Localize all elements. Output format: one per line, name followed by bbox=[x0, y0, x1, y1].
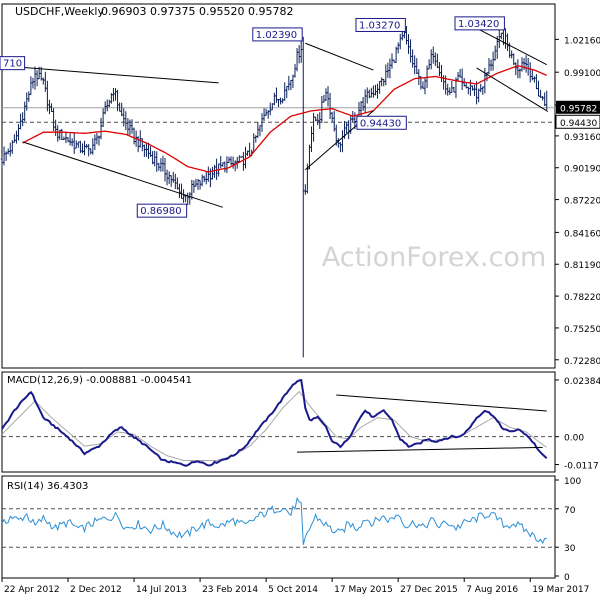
price-annotation-label: 1.02390 bbox=[256, 30, 297, 41]
macd-y-tick-label: -0.0117 bbox=[564, 462, 599, 472]
rsi-title: RSI(14) 36.4303 bbox=[7, 481, 88, 492]
price-annotation-label: 0.86980 bbox=[140, 206, 181, 217]
price-y-tick-label: 0.75250 bbox=[564, 325, 600, 335]
price-annotation-label: 0.94430 bbox=[360, 118, 401, 129]
price-panel-frame bbox=[1, 3, 556, 369]
ohlc-bar bbox=[545, 90, 548, 112]
price-annotation-box bbox=[356, 115, 407, 130]
price-y-tick-label: 1.02160 bbox=[564, 36, 600, 46]
macd-panel-frame bbox=[1, 371, 556, 473]
chart-symbol-title: USDCHF,Weekly bbox=[15, 5, 104, 18]
macd-trendline bbox=[297, 446, 543, 453]
macd-panel: 0.023845 0.00 -0.0117 bbox=[1, 377, 600, 472]
price-trendline bbox=[22, 141, 223, 208]
rsi-line bbox=[1, 496, 547, 545]
price-annotation-box bbox=[454, 16, 505, 31]
support-level-badge bbox=[555, 114, 600, 129]
price-annotation-box bbox=[136, 203, 188, 218]
x-tick-label: 27 Dec 2015 bbox=[400, 585, 458, 595]
panel-frames bbox=[1, 3, 556, 579]
price-annotation-label: 1.03270 bbox=[359, 20, 400, 31]
rsi-y-tick-label: 70 bbox=[564, 506, 576, 516]
price-trendline bbox=[1, 65, 219, 84]
x-tick-label: 5 Oct 2014 bbox=[268, 585, 318, 595]
macd-y-tick-label: 0.023845 bbox=[564, 377, 600, 387]
rsi-y-tick-label: 0 bbox=[564, 573, 570, 583]
x-tick-label: 17 May 2015 bbox=[334, 585, 393, 595]
x-tick-label: 2 Dec 2012 bbox=[70, 585, 122, 595]
price-y-tick-label: 0.93160 bbox=[564, 133, 600, 143]
price-annotation-box bbox=[252, 27, 303, 42]
price-y-tick-label: 0.78220 bbox=[564, 293, 600, 303]
macd-title: MACD(12,26,9) -0.008881 -0.004541 bbox=[7, 375, 192, 386]
x-tick-label: 19 Mar 2017 bbox=[532, 585, 589, 595]
price-trendline bbox=[476, 27, 547, 66]
macd-trendline bbox=[336, 394, 547, 412]
current-price-badge bbox=[556, 100, 600, 114]
price-y-tick-label: 0.99100 bbox=[564, 69, 600, 79]
x-tick-label: 23 Feb 2014 bbox=[202, 585, 258, 595]
price-annotation-label: 710 bbox=[3, 59, 22, 70]
chart-ohlc-readout: 0.96903 0.97375 0.95520 0.95782 bbox=[101, 5, 293, 18]
price-annotation-label: 1.03420 bbox=[458, 19, 499, 30]
price-trendline bbox=[476, 67, 548, 112]
moving-average-line bbox=[22, 65, 547, 173]
x-axis: 22 Apr 2012 2 Dec 2012 14 Jul 2013 23 Feb 2… bbox=[1, 578, 589, 595]
support-level-badge-text: 0.94430 bbox=[560, 119, 597, 129]
rsi-panel: 100 70 30 0 bbox=[1, 477, 581, 583]
price-y-tick-label: 0.72280 bbox=[564, 357, 600, 367]
price-annotation-box bbox=[355, 17, 406, 32]
current-price-badge-text: 0.95782 bbox=[560, 104, 597, 114]
rsi-y-tick-label: 100 bbox=[564, 477, 581, 487]
price-y-tick-label: 0.87220 bbox=[564, 197, 600, 207]
price-trendline bbox=[305, 42, 374, 71]
price-annotation-box bbox=[0, 56, 26, 71]
watermark: ActionForex.com bbox=[322, 242, 547, 273]
price-y-tick-label: 0.81190 bbox=[564, 261, 600, 271]
macd-y-tick-label: 0.00 bbox=[564, 434, 584, 444]
rsi-y-tick-label: 30 bbox=[564, 544, 576, 554]
x-tick-label: 14 Jul 2013 bbox=[136, 585, 187, 595]
x-tick-label: 7 Aug 2016 bbox=[466, 585, 518, 595]
price-y-tick-label: 0.84160 bbox=[564, 229, 600, 239]
rsi-panel-frame bbox=[1, 475, 556, 579]
macd-line bbox=[1, 378, 548, 467]
x-tick-label: 22 Apr 2012 bbox=[4, 585, 60, 595]
price-y-tick-label: 0.90190 bbox=[564, 165, 600, 175]
price-panel: 1.021600.991000.960400.931600.901900.872… bbox=[0, 16, 600, 367]
